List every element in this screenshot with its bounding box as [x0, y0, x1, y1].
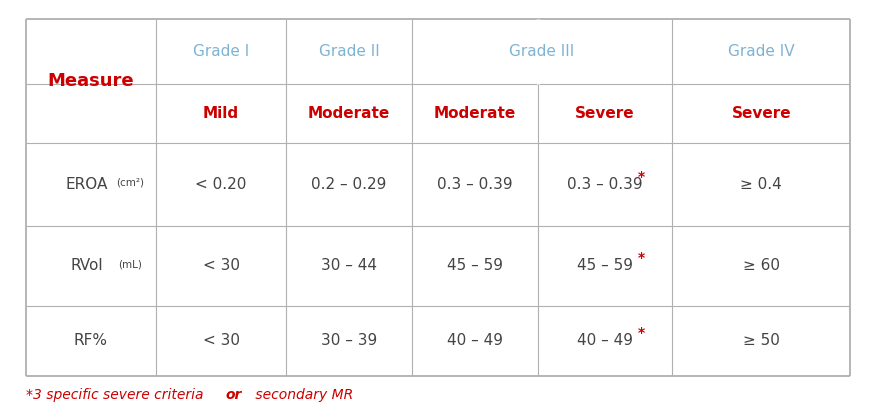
Text: *: * [638, 170, 645, 184]
Text: Moderate: Moderate [308, 106, 390, 121]
Text: Measure: Measure [47, 72, 134, 90]
Text: secondary MR: secondary MR [251, 388, 354, 402]
Text: < 30: < 30 [202, 333, 239, 348]
Text: Grade IV: Grade IV [728, 44, 795, 59]
Text: 40 – 49: 40 – 49 [447, 333, 503, 348]
Text: ≥ 0.4: ≥ 0.4 [740, 177, 782, 192]
Text: RF%: RF% [74, 333, 108, 348]
Text: 0.3 – 0.39: 0.3 – 0.39 [437, 177, 512, 192]
Text: *: * [638, 251, 645, 265]
Text: Severe: Severe [576, 106, 635, 121]
Text: ≥ 60: ≥ 60 [743, 259, 780, 274]
Text: 45 – 59: 45 – 59 [447, 259, 503, 274]
Text: Mild: Mild [203, 106, 239, 121]
Text: 30 – 39: 30 – 39 [321, 333, 378, 348]
Text: 40 – 49: 40 – 49 [577, 333, 633, 348]
Text: *3 specific severe criteria: *3 specific severe criteria [26, 388, 208, 402]
Text: Grade I: Grade I [193, 44, 249, 59]
Text: Grade III: Grade III [510, 44, 575, 59]
Text: 45 – 59: 45 – 59 [577, 259, 633, 274]
Text: < 0.20: < 0.20 [195, 177, 247, 192]
Text: 0.3 – 0.39: 0.3 – 0.39 [568, 177, 643, 192]
Text: ≥ 50: ≥ 50 [743, 333, 780, 348]
Text: or: or [225, 388, 242, 402]
Text: *: * [638, 326, 645, 340]
Text: < 30: < 30 [202, 259, 239, 274]
Text: Grade II: Grade II [319, 44, 379, 59]
Text: Severe: Severe [731, 106, 791, 121]
Text: (mL): (mL) [118, 259, 142, 269]
Text: 30 – 44: 30 – 44 [321, 259, 377, 274]
Text: 0.2 – 0.29: 0.2 – 0.29 [311, 177, 386, 192]
Text: (cm²): (cm²) [116, 177, 144, 187]
Text: Moderate: Moderate [434, 106, 516, 121]
Text: EROA: EROA [66, 177, 108, 192]
Text: RVol: RVol [70, 259, 102, 274]
